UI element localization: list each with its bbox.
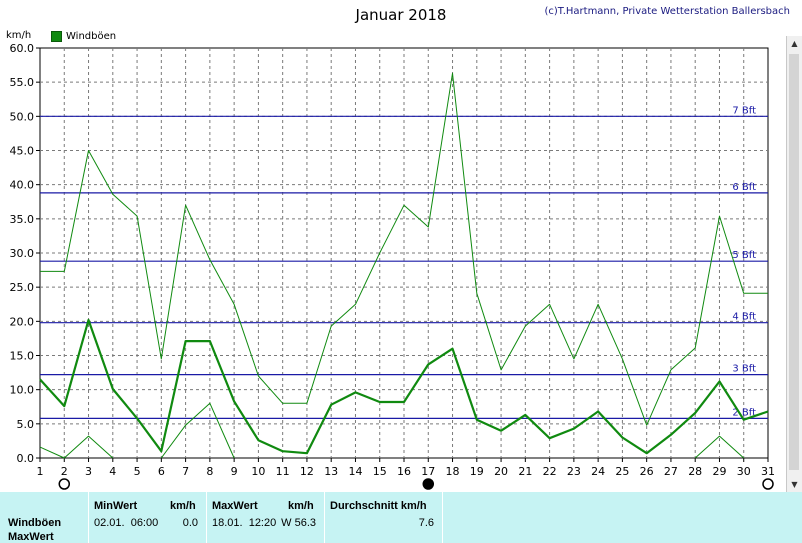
legend: Windböen [51, 31, 116, 42]
x-tick-label: 4 [109, 465, 116, 478]
y-tick-label: 0.0 [17, 452, 35, 465]
x-tick-label: 2 [61, 465, 68, 478]
x-tick-label: 3 [85, 465, 92, 478]
max-value: W 56.3 [281, 517, 316, 529]
x-tick-label: 21 [518, 465, 532, 478]
series-min-line [160, 402, 235, 459]
stats-panel: MinWert km/h MaxWert km/h Durchschnitt k… [0, 492, 802, 543]
x-tick-label: 31 [761, 465, 775, 478]
avg-header: Durchschnitt km/h [330, 500, 427, 512]
y-tick-label: 60.0 [10, 42, 35, 55]
max-unit: km/h [288, 500, 314, 512]
scroll-up-arrow-icon[interactable]: ▲ [791, 39, 798, 48]
x-tick-label: 7 [182, 465, 189, 478]
y-tick-label: 30.0 [10, 247, 35, 260]
x-tick-label: 20 [494, 465, 508, 478]
x-tick-label: 18 [446, 465, 460, 478]
x-tick-label: 16 [397, 465, 411, 478]
x-tick-label: 23 [567, 465, 581, 478]
panel-divider [442, 492, 443, 543]
beaufort-label: 5 Bft [732, 250, 756, 261]
vertical-scrollbar[interactable]: ▲ ▼ [786, 36, 802, 492]
max-header: MaxWert [212, 500, 258, 512]
x-tick-label: 27 [664, 465, 678, 478]
legend-swatch [51, 31, 62, 42]
x-tick-label: 6 [158, 465, 165, 478]
full-moon-icon [762, 478, 774, 490]
scroll-down-arrow-icon[interactable]: ▼ [791, 480, 798, 489]
beaufort-label: 6 Bft [732, 182, 756, 193]
scroll-thumb[interactable] [789, 54, 799, 470]
y-axis-unit: km/h [6, 30, 32, 41]
y-tick-label: 35.0 [10, 213, 35, 226]
panel-divider [206, 492, 207, 543]
max-time: 18.01. 12:20 [212, 517, 277, 529]
series-max-line [40, 72, 768, 426]
min-time: 02.01. 06:00 [94, 517, 159, 529]
panel-divider [88, 492, 89, 543]
x-tick-label: 5 [134, 465, 141, 478]
beaufort-label: 4 Bft [732, 312, 756, 323]
y-tick-label: 25.0 [10, 281, 35, 294]
y-tick-label: 50.0 [10, 110, 35, 123]
x-tick-label: 24 [591, 465, 605, 478]
credit-text: (c)T.Hartmann, Private Wetterstation Bal… [544, 6, 790, 17]
x-tick-label: 28 [688, 465, 702, 478]
x-tick-label: 15 [373, 465, 387, 478]
new-moon-icon [422, 478, 435, 490]
beaufort-label: 7 Bft [732, 105, 756, 116]
full-moon-icon [58, 478, 71, 490]
x-tick-label: 14 [348, 465, 362, 478]
x-tick-label: 29 [712, 465, 726, 478]
y-tick-label: 5.0 [17, 418, 35, 431]
y-tick-label: 20.0 [10, 315, 35, 328]
chart-title: Januar 2018 [355, 6, 447, 24]
y-tick-label: 55.0 [10, 76, 35, 89]
panel-divider [324, 492, 325, 543]
min-header: MinWert [94, 500, 138, 512]
x-tick-label: 22 [543, 465, 557, 478]
y-tick-label: 10.0 [10, 384, 35, 397]
x-tick-label: 19 [470, 465, 484, 478]
x-tick-label: 1 [37, 465, 44, 478]
beaufort-label: 3 Bft [732, 364, 756, 375]
row-label-maxwert: MaxWert [8, 531, 54, 543]
y-tick-label: 15.0 [10, 350, 35, 363]
series-mean-line [39, 318, 769, 455]
legend-label: Windböen [66, 31, 117, 42]
x-tick-label: 11 [276, 465, 290, 478]
min-unit: km/h [170, 500, 196, 512]
y-tick-label: 40.0 [10, 179, 35, 192]
x-tick-label: 26 [640, 465, 654, 478]
y-tick-label: 45.0 [10, 145, 35, 158]
min-value: 0.0 [182, 517, 198, 529]
chart-canvas: 1 2 3 4 5 6 7 8 9 10 11 12 13 14 15 16 17 18 19 20 21 22 23 24 2… [10, 42, 775, 490]
x-tick-label: 12 [300, 465, 314, 478]
x-tick-label: 30 [737, 465, 751, 478]
beaufort-label: 2 Bft [732, 407, 756, 418]
x-tick-label: 25 [615, 465, 629, 478]
series-min-line [694, 435, 745, 459]
series-min-line [39, 435, 114, 459]
x-tick-label: 8 [206, 465, 213, 478]
row-label-windboeen: Windböen [8, 517, 62, 529]
x-tick-label: 13 [324, 465, 338, 478]
avg-value: 7.6 [418, 517, 434, 529]
x-tick-label: 17 [421, 465, 435, 478]
x-tick-label: 9 [231, 465, 238, 478]
x-tick-label: 10 [251, 465, 265, 478]
